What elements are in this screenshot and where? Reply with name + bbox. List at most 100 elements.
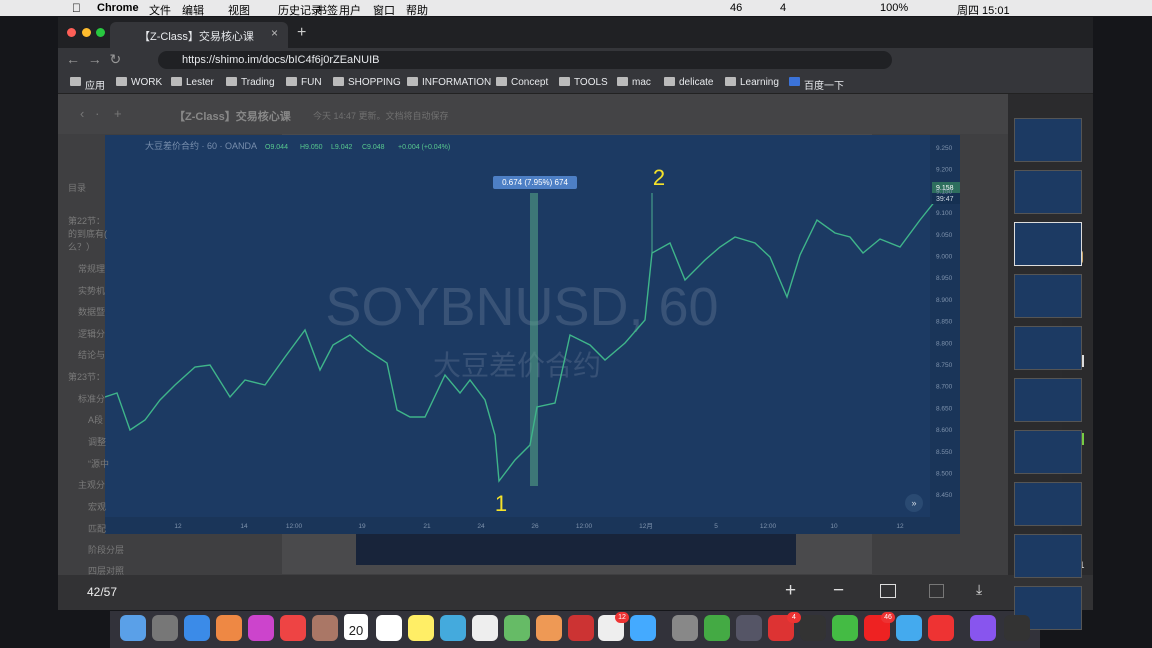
app-name[interactable]: Chrome: [97, 2, 139, 14]
dock-icon[interactable]: [184, 615, 210, 641]
thumbnail[interactable]: [1014, 170, 1082, 214]
menu-item[interactable]: 书签: [316, 5, 338, 17]
calendar-icon[interactable]: [344, 614, 368, 640]
tab-close[interactable]: ×: [271, 26, 279, 40]
scroll-button[interactable]: [905, 494, 923, 512]
toc-item[interactable]: 数据暨: [78, 307, 106, 317]
bookmark[interactable]: 百度一下: [804, 81, 844, 92]
menu-item[interactable]: 用户: [339, 5, 361, 17]
scroll-icon[interactable]: »: [911, 498, 916, 508]
dock-icon[interactable]: [928, 615, 954, 641]
toc-item[interactable]: 的到底有(: [68, 229, 107, 239]
bookmark[interactable]: TOOLS: [574, 77, 608, 88]
fit-button[interactable]: [880, 584, 896, 598]
dock-icon[interactable]: [536, 615, 562, 641]
thumbnail[interactable]: [1014, 326, 1082, 370]
doc-nav[interactable]: ‹ · +: [80, 106, 122, 121]
dock-icon[interactable]: [152, 615, 178, 641]
menu-item[interactable]: 历史记录: [278, 5, 322, 17]
toc-item[interactable]: 目录: [68, 183, 87, 193]
toc-item[interactable]: 四层对照: [88, 566, 125, 576]
tab[interactable]: [110, 22, 288, 48]
new-tab[interactable]: +: [297, 24, 307, 41]
toc-item[interactable]: 逻辑分: [78, 329, 106, 339]
bookmark[interactable]: delicate: [679, 77, 714, 88]
bookmark[interactable]: FUN: [301, 77, 322, 88]
thumbnail[interactable]: [1014, 378, 1082, 422]
toc-item[interactable]: 常规理: [78, 264, 106, 274]
toc-item[interactable]: “源中: [88, 459, 109, 469]
dock-icon[interactable]: [704, 615, 730, 641]
thumbnail[interactable]: [1014, 430, 1082, 474]
bookmark[interactable]: INFORMATION: [422, 77, 492, 88]
toc-item[interactable]: 标准分: [78, 394, 106, 404]
dock-icon[interactable]: [1004, 615, 1030, 641]
thumbnail[interactable]: [1014, 534, 1082, 578]
dock-icon[interactable]: [970, 615, 996, 641]
bookmark[interactable]: mac: [632, 77, 651, 88]
bookmark-icon: [664, 77, 675, 86]
bookmark[interactable]: Learning: [740, 77, 779, 88]
close-button[interactable]: [67, 28, 76, 37]
apple-menu[interactable]: : [72, 1, 81, 15]
thumbnail[interactable]: [1014, 118, 1082, 162]
toc-item[interactable]: 调整: [88, 437, 107, 447]
dock-icon[interactable]: [672, 615, 698, 641]
toc-item[interactable]: 匹配: [88, 524, 107, 534]
dock-icon[interactable]: [896, 615, 922, 641]
thumbnail[interactable]: [1014, 274, 1082, 318]
minimize-button[interactable]: [82, 28, 91, 37]
ohlc-value: H9.050: [300, 144, 323, 151]
dock-icon[interactable]: [280, 615, 306, 641]
toc-item[interactable]: 阶段分层: [88, 545, 125, 555]
bookmark[interactable]: 应用: [85, 81, 105, 92]
thumbnail[interactable]: [1014, 222, 1082, 266]
toc-item[interactable]: 第22节：: [68, 216, 106, 226]
bookmark[interactable]: Trading: [241, 77, 275, 88]
menu-item[interactable]: 编辑: [182, 5, 204, 17]
dock-icon[interactable]: [736, 615, 762, 641]
zoom-in[interactable]: +: [785, 580, 797, 601]
nav-buttons[interactable]: ← → ↻: [66, 51, 122, 67]
price-label: 9.050: [936, 232, 953, 239]
dock-icon[interactable]: [800, 615, 826, 641]
time-label: 10: [830, 523, 838, 530]
fullscreen-button[interactable]: [929, 584, 944, 598]
countdown: 39:47: [936, 196, 954, 203]
dock-icon[interactable]: [568, 615, 594, 641]
thumbnail[interactable]: [1014, 482, 1082, 526]
dock-icon[interactable]: [630, 615, 656, 641]
toc-item[interactable]: 主观分: [78, 480, 106, 490]
toc-item[interactable]: 第23节：: [68, 372, 106, 382]
dock-icon[interactable]: [408, 615, 434, 641]
zoom-out[interactable]: −: [833, 580, 845, 601]
menu-item[interactable]: 文件: [149, 5, 171, 17]
dock-icon[interactable]: [440, 615, 466, 641]
bookmark[interactable]: Concept: [511, 77, 549, 88]
dock-icon[interactable]: [832, 615, 858, 641]
time-axis: [105, 517, 960, 534]
menu-item[interactable]: 帮助: [406, 5, 428, 17]
dock-icon[interactable]: [248, 615, 274, 641]
dock-icon[interactable]: [120, 615, 146, 641]
menu-item[interactable]: 视图: [228, 5, 250, 17]
bookmark[interactable]: Lester: [186, 77, 214, 88]
menu-item[interactable]: 窗口: [373, 5, 395, 17]
toc-item[interactable]: 结论与: [78, 350, 106, 360]
url[interactable]: https://shimo.im/docs/bIC4f6j0rZEaNUIB: [182, 54, 380, 66]
toc-item[interactable]: 么？）: [68, 242, 96, 252]
toc-item[interactable]: 宏观: [88, 502, 107, 512]
clock[interactable]: 周四 15:01: [957, 5, 1010, 17]
dock-icon[interactable]: [472, 615, 498, 641]
toc-item[interactable]: A段: [88, 415, 104, 425]
bookmark[interactable]: SHOPPING: [348, 77, 401, 88]
dock-icon[interactable]: [216, 615, 242, 641]
omnibox[interactable]: [158, 51, 892, 69]
zoom-button[interactable]: [96, 28, 105, 37]
bookmark[interactable]: WORK: [131, 77, 163, 88]
download-button[interactable]: ⤓: [976, 581, 983, 597]
dock-icon[interactable]: [376, 615, 402, 641]
dock-icon[interactable]: [504, 615, 530, 641]
dock-icon[interactable]: [312, 615, 338, 641]
toc-item[interactable]: 实势机: [78, 286, 106, 296]
